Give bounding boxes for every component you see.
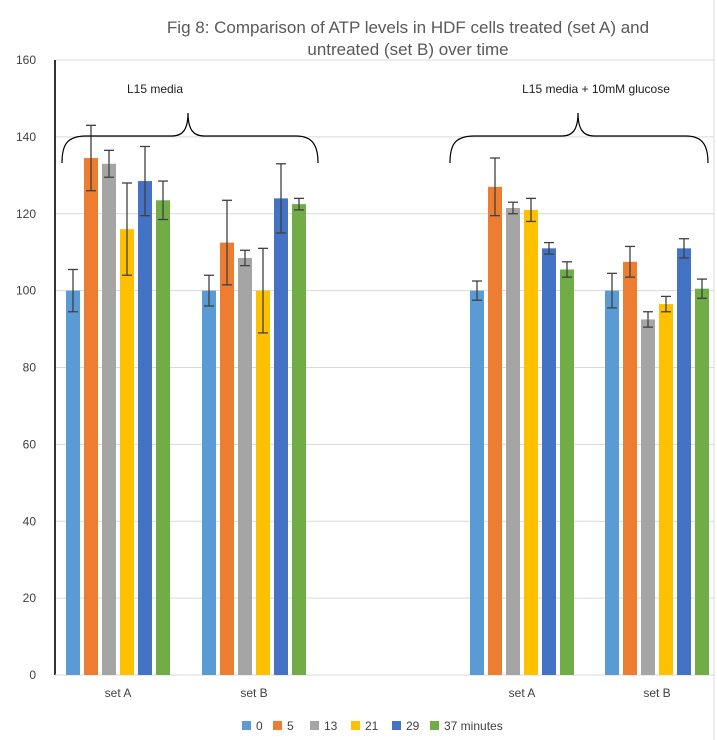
category-label-1: set A bbox=[105, 686, 132, 700]
legend-swatch bbox=[392, 721, 401, 730]
bar bbox=[605, 290, 619, 675]
y-tick-label: 140 bbox=[16, 130, 36, 144]
category-label-4: set B bbox=[643, 686, 670, 700]
bar bbox=[84, 158, 98, 675]
annotation-l15-glucose: L15 media + 10mM glucose bbox=[522, 82, 670, 96]
brace-l15-glucose bbox=[449, 112, 709, 164]
y-tick-label: 80 bbox=[23, 361, 37, 375]
bar bbox=[138, 181, 152, 675]
y-tick-label: 160 bbox=[16, 53, 36, 67]
bar bbox=[202, 290, 216, 675]
bar bbox=[542, 248, 556, 675]
bars bbox=[66, 158, 709, 675]
bar bbox=[238, 257, 252, 675]
legend-swatch bbox=[430, 721, 439, 730]
legend-label: 0 bbox=[256, 719, 263, 733]
chart-title-line-2: untreated (set B) over time bbox=[307, 40, 508, 59]
bar bbox=[524, 209, 538, 675]
legend-label: 5 bbox=[287, 719, 294, 733]
bar bbox=[488, 186, 502, 675]
category-label-3: set A bbox=[509, 686, 536, 700]
legend-label: 21 bbox=[365, 719, 379, 733]
legend-swatch bbox=[310, 721, 319, 730]
legend-label: 13 bbox=[324, 719, 338, 733]
bar bbox=[695, 288, 709, 675]
y-axis-ticks: 0 20 40 60 80 100 120 140 160 bbox=[16, 53, 36, 682]
chart-title-line-1: Fig 8: Comparison of ATP levels in HDF c… bbox=[167, 18, 649, 37]
category-labels: set A set B set A set B bbox=[105, 686, 671, 700]
bar bbox=[470, 290, 484, 675]
y-tick-label: 100 bbox=[16, 284, 36, 298]
bar bbox=[677, 248, 691, 675]
annotation-l15-media: L15 media bbox=[127, 82, 183, 96]
legend-swatch bbox=[242, 721, 251, 730]
error-bars bbox=[68, 124, 707, 334]
legend-swatch bbox=[273, 721, 282, 730]
bar bbox=[156, 200, 170, 675]
legend: 0 5 13 21 29 37 minutes bbox=[242, 719, 503, 733]
y-tick-label: 0 bbox=[29, 668, 36, 682]
legend-swatch bbox=[351, 721, 360, 730]
bar bbox=[659, 304, 673, 675]
bar bbox=[120, 229, 134, 675]
bar bbox=[256, 290, 270, 675]
bar bbox=[66, 290, 80, 675]
bar bbox=[220, 242, 234, 675]
y-tick-label: 20 bbox=[23, 591, 37, 605]
y-tick-label: 120 bbox=[16, 207, 36, 221]
category-label-2: set B bbox=[240, 686, 267, 700]
y-tick-label: 40 bbox=[23, 514, 37, 528]
legend-label: 37 minutes bbox=[444, 719, 503, 733]
bar bbox=[292, 204, 306, 675]
bar bbox=[274, 198, 288, 675]
bar bbox=[623, 261, 637, 675]
bar bbox=[102, 163, 116, 675]
bar bbox=[641, 319, 655, 675]
brace-l15-media bbox=[61, 112, 319, 164]
legend-label: 29 bbox=[406, 719, 420, 733]
y-tick-label: 60 bbox=[23, 437, 37, 451]
bar bbox=[506, 207, 520, 675]
bar bbox=[560, 269, 574, 675]
